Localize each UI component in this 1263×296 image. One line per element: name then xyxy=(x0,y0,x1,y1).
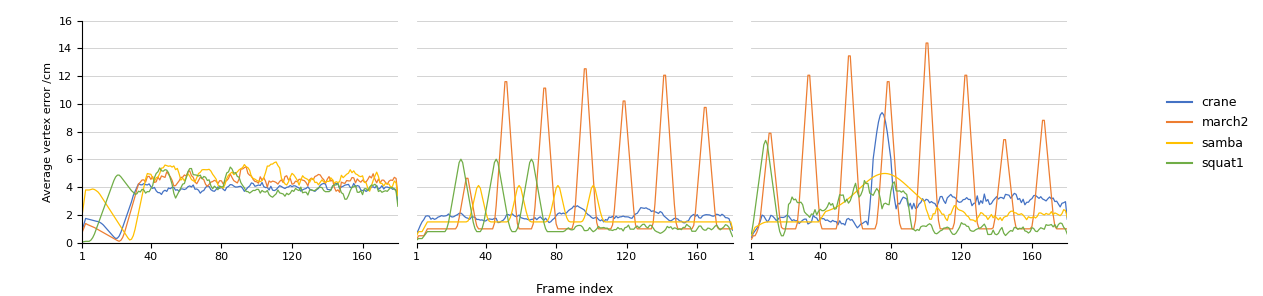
Y-axis label: Average vertex error /cm: Average vertex error /cm xyxy=(43,62,53,202)
Text: Frame index: Frame index xyxy=(536,283,614,296)
Legend: crane, march2, samba, squat1: crane, march2, samba, squat1 xyxy=(1162,91,1254,176)
